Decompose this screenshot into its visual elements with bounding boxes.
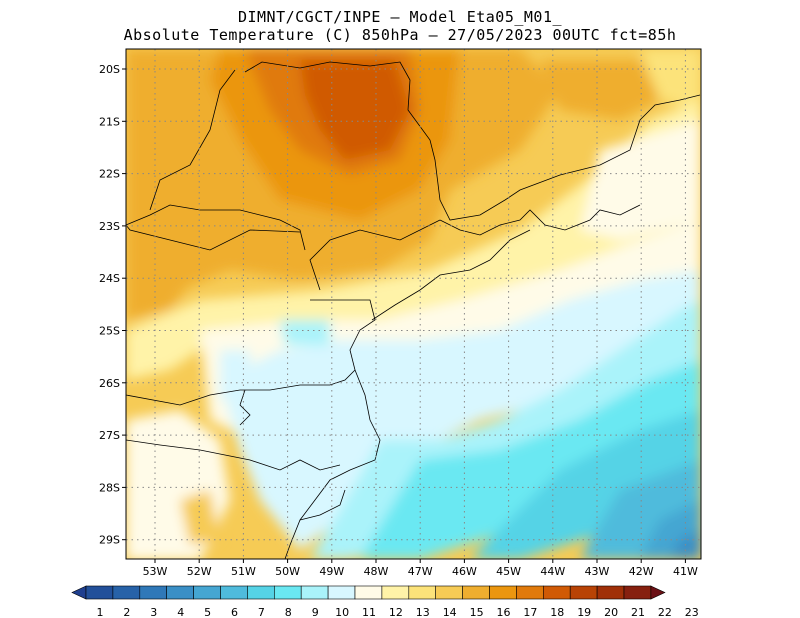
lon-label: 51W: [231, 565, 256, 578]
colorbar-swatch: [381, 585, 410, 600]
lon-label: 45W: [496, 565, 521, 578]
colorbar-label: 21: [631, 606, 645, 618]
lat-label: 24S: [99, 272, 120, 285]
colorbar: 1 2 3 4 5 6 7 8 9 10 11 12 13 14 15 16 17 18 19 20 21 22 23: [71, 585, 699, 618]
lat-label: 20S: [99, 63, 120, 76]
colorbar-swatch: [596, 585, 625, 600]
colorbar-swatch: [193, 585, 221, 600]
lat-label: 25S: [99, 325, 120, 338]
colorbar-label: 14: [443, 606, 457, 618]
colorbar-label: 13: [416, 606, 430, 618]
colorbar-swatch: [220, 585, 248, 600]
boundary-lines: [126, 61, 701, 559]
colorbar-label: 5: [204, 606, 211, 618]
colorbar-swatch: [247, 585, 275, 600]
lon-label: 41W: [673, 565, 698, 578]
colorbar-label: 9: [312, 606, 319, 618]
colorbar-label: 20: [604, 606, 618, 618]
colorbar-label: 3: [150, 606, 157, 618]
colorbar-label: 15: [470, 606, 484, 618]
grid-lines: [126, 49, 701, 559]
colorbar-label: 10: [335, 606, 349, 618]
lon-label: 46W: [452, 565, 477, 578]
colorbar-label: 19: [577, 606, 591, 618]
lon-label: 44W: [540, 565, 565, 578]
colorbar-swatch: [435, 585, 463, 600]
colorbar-arrow-right: [650, 585, 666, 600]
colorbar-swatch: [300, 585, 329, 600]
lat-label: 29S: [99, 534, 120, 547]
colorbar-label: 11: [362, 606, 376, 618]
lon-label: 52W: [187, 565, 212, 578]
lon-label: 42W: [629, 565, 654, 578]
colorbar-label: 16: [497, 606, 511, 618]
colorbar-label: 7: [258, 606, 265, 618]
lon-label: 49W: [319, 565, 344, 578]
colorbar-swatch: [462, 585, 490, 600]
longitude-labels: 53W 52W 51W 50W 49W 48W 47W 46W 45W 44W 43W 42W 41W: [143, 559, 698, 578]
lon-label: 48W: [364, 565, 389, 578]
colorbar-swatch: [327, 585, 356, 600]
lon-label: 50W: [275, 565, 300, 578]
colorbar-swatch: [542, 585, 571, 600]
colorbar-label: 17: [523, 606, 537, 618]
colorbar-label: 1: [97, 606, 104, 618]
lat-label: 21S: [99, 115, 120, 128]
colorbar-swatch: [166, 585, 194, 600]
colorbar-label: 12: [389, 606, 403, 618]
colorbar-swatch: [516, 585, 544, 600]
colorbar-label: 22: [658, 606, 672, 618]
colorbar-label: 23: [685, 606, 699, 618]
colorbar-label: 6: [231, 606, 238, 618]
temperature-field: [126, 49, 701, 559]
title-line-1: DIMNT/CGCT/INPE – Model Eta05_M01_: [237, 8, 563, 26]
lon-label: 53W: [143, 565, 168, 578]
lon-label: 43W: [585, 565, 610, 578]
lat-label: 26S: [99, 377, 120, 390]
colorbar-label: 2: [123, 606, 130, 618]
colorbar-swatch: [354, 585, 383, 600]
lat-label: 23S: [99, 220, 120, 233]
lon-label: 47W: [408, 565, 433, 578]
lat-label: 27S: [99, 429, 120, 442]
colorbar-swatch: [489, 585, 517, 600]
colorbar-swatch: [273, 585, 302, 600]
colorbar-label: 8: [285, 606, 292, 618]
colorbar-swatch: [112, 585, 141, 600]
lat-label: 28S: [99, 481, 120, 494]
colorbar-label: 18: [550, 606, 564, 618]
colorbar-swatch: [569, 585, 598, 600]
colorbar-label: 4: [177, 606, 184, 618]
colorbar-swatch: [85, 585, 114, 600]
colorbar-arrow-left: [71, 585, 87, 600]
colorbar-swatch: [623, 585, 652, 600]
title-line-2: Absolute Temperature (C) 850hPa – 27/05/…: [123, 26, 677, 44]
latitude-labels: 20S 21S 22S 23S 24S 25S 26S 27S 28S 29S: [99, 63, 126, 547]
map-frame: [125, 48, 702, 560]
lat-label: 22S: [99, 168, 120, 181]
colorbar-swatch: [408, 585, 436, 600]
colorbar-swatch: [139, 585, 168, 600]
